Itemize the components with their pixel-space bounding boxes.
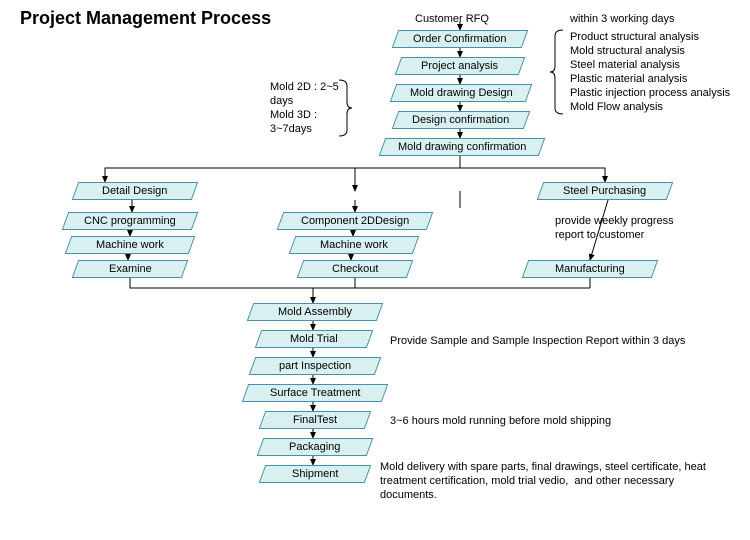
node-label: FinalTest <box>293 414 337 426</box>
node-n18: Surface Treatment <box>242 384 389 402</box>
annotation-a2: Product structural analysis Mold structu… <box>570 30 730 114</box>
node-n12: Checkout <box>297 260 414 278</box>
node-n11: Machine work <box>289 236 420 254</box>
node-n16: Mold Trial <box>255 330 374 348</box>
node-n2: Project analysis <box>395 57 526 75</box>
node-n19: FinalTest <box>259 411 372 429</box>
node-n1: Order Confirmation <box>392 30 529 48</box>
node-n10: Component 2DDesign <box>277 212 434 230</box>
node-label: Component 2DDesign <box>301 215 409 227</box>
node-n13: Steel Purchasing <box>537 182 674 200</box>
node-label: Order Confirmation <box>413 33 507 45</box>
node-label: Steel Purchasing <box>563 185 646 197</box>
annotation-a4: provide weekly progress report to custom… <box>555 214 674 242</box>
node-label: Design confirmation <box>412 114 509 126</box>
node-label: Detail Design <box>102 185 167 197</box>
annotation-a1: within 3 working days <box>570 12 675 26</box>
annotation-a3: Mold 2D : 2~5 days Mold 3D : 3~7days <box>270 80 339 136</box>
node-label: CNC programming <box>84 215 176 227</box>
node-n21: Shipment <box>259 465 372 483</box>
annotation-a5: Provide Sample and Sample Inspection Rep… <box>390 334 685 348</box>
node-n5: Mold drawing confirmation <box>379 138 546 156</box>
node-n7: CNC programming <box>62 212 199 230</box>
node-label: part Inspection <box>279 360 351 372</box>
text-customer_rfq: Customer RFQ <box>415 12 489 26</box>
node-n8: Machine work <box>65 236 196 254</box>
node-label: Machine work <box>96 239 164 251</box>
node-label: Manufacturing <box>555 263 625 275</box>
node-label: Examine <box>109 263 152 275</box>
node-n6: Detail Design <box>72 182 199 200</box>
node-label: Machine work <box>320 239 388 251</box>
node-n17: part Inspection <box>249 357 382 375</box>
node-label: Mold Trial <box>290 333 338 345</box>
node-label: Mold drawing confirmation <box>398 141 526 153</box>
node-label: Shipment <box>292 468 338 480</box>
node-n20: Packaging <box>257 438 374 456</box>
node-n14: Manufacturing <box>522 260 659 278</box>
node-n4: Design confirmation <box>392 111 531 129</box>
node-label: Mold Assembly <box>278 306 352 318</box>
node-label: Checkout <box>332 263 378 275</box>
annotation-a7: Mold delivery with spare parts, final dr… <box>380 460 706 502</box>
node-label: Mold drawing Design <box>410 87 513 99</box>
node-n9: Examine <box>72 260 189 278</box>
node-n3: Mold drawing Design <box>390 84 533 102</box>
node-label: Packaging <box>289 441 340 453</box>
annotation-a6: 3~6 hours mold running before mold shipp… <box>390 414 611 428</box>
page-title: Project Management Process <box>20 8 271 29</box>
node-label: Surface Treatment <box>270 387 361 399</box>
node-label: Project analysis <box>421 60 498 72</box>
node-n15: Mold Assembly <box>247 303 384 321</box>
